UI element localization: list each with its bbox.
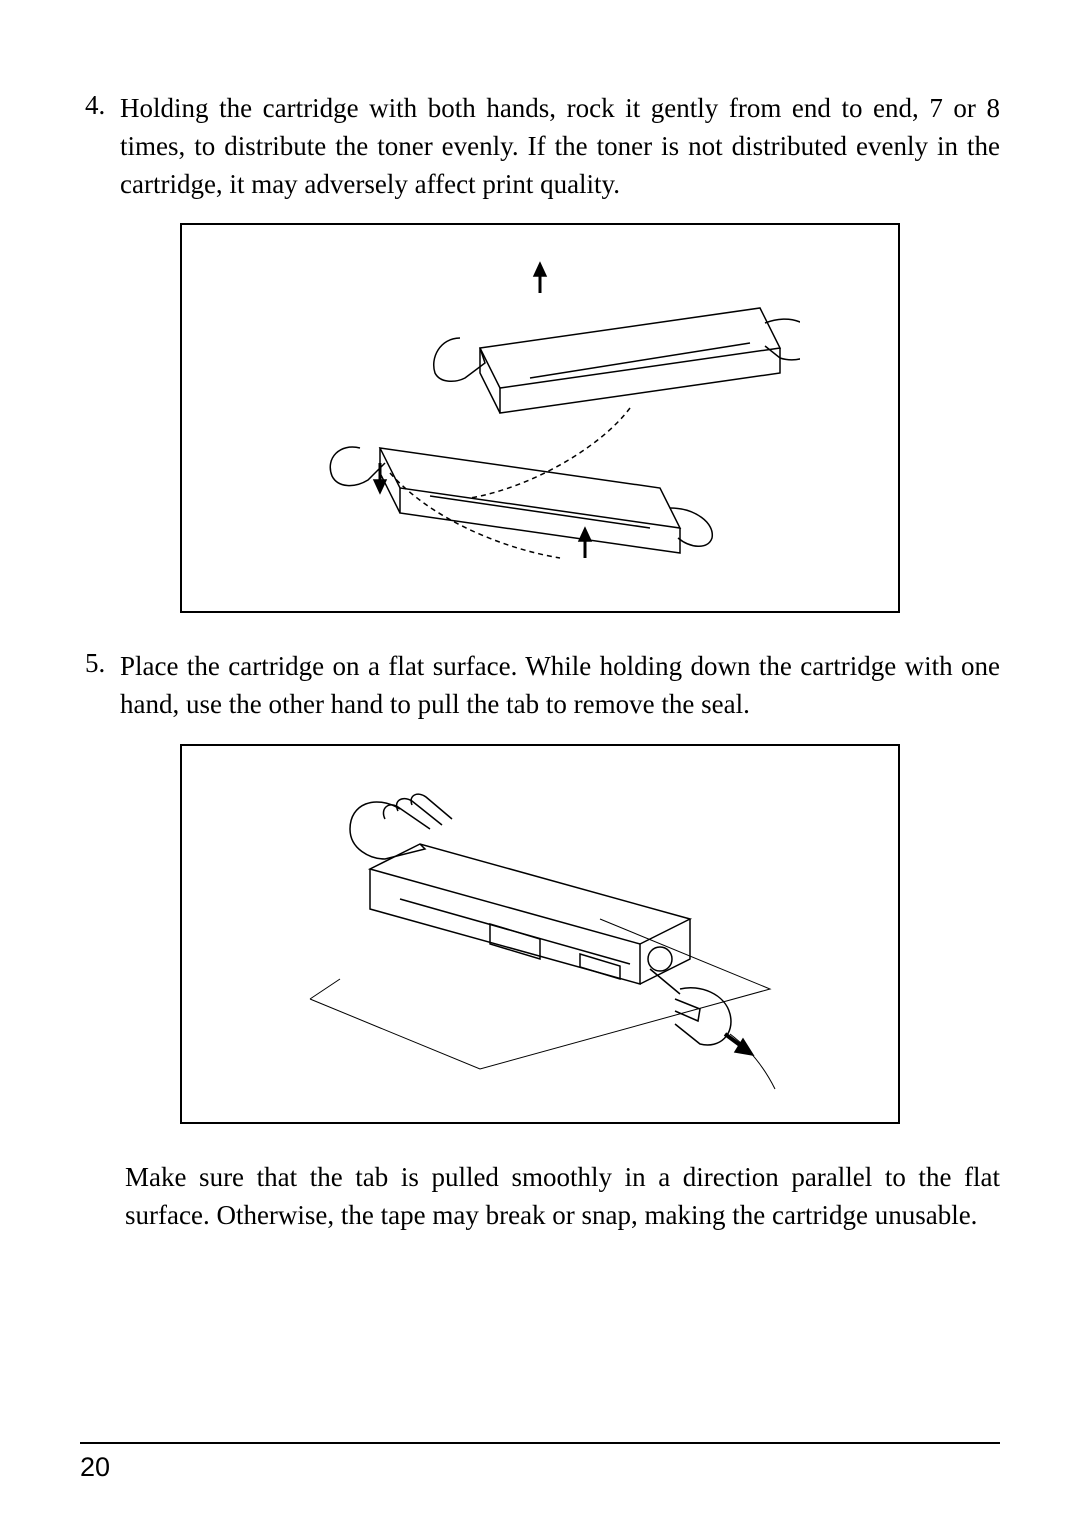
step-5-illustration — [180, 744, 900, 1124]
instruction-step-4: 4. Holding the cartridge with both hands… — [80, 90, 1000, 613]
instruction-step-5: 5. Place the cartridge on a flat surface… — [80, 648, 1000, 1234]
page-number: 20 — [80, 1452, 1000, 1483]
page-footer: 20 — [80, 1442, 1000, 1483]
cartridge-rock-drawing — [280, 238, 800, 598]
step-5-body: Place the cartridge on a flat surface. W… — [120, 648, 1000, 724]
footer-rule — [80, 1442, 1000, 1444]
cartridge-seal-drawing — [280, 759, 800, 1109]
step-5-text-row: 5. Place the cartridge on a flat surface… — [80, 648, 1000, 724]
step-5-note: Make sure that the tab is pulled smoothl… — [125, 1159, 1000, 1235]
step-4-body: Holding the cartridge with both hands, r… — [120, 90, 1000, 203]
step-4-illustration — [180, 223, 900, 613]
step-4-number: 4. — [80, 90, 120, 121]
step-4-text-row: 4. Holding the cartridge with both hands… — [80, 90, 1000, 203]
step-5-number: 5. — [80, 648, 120, 679]
